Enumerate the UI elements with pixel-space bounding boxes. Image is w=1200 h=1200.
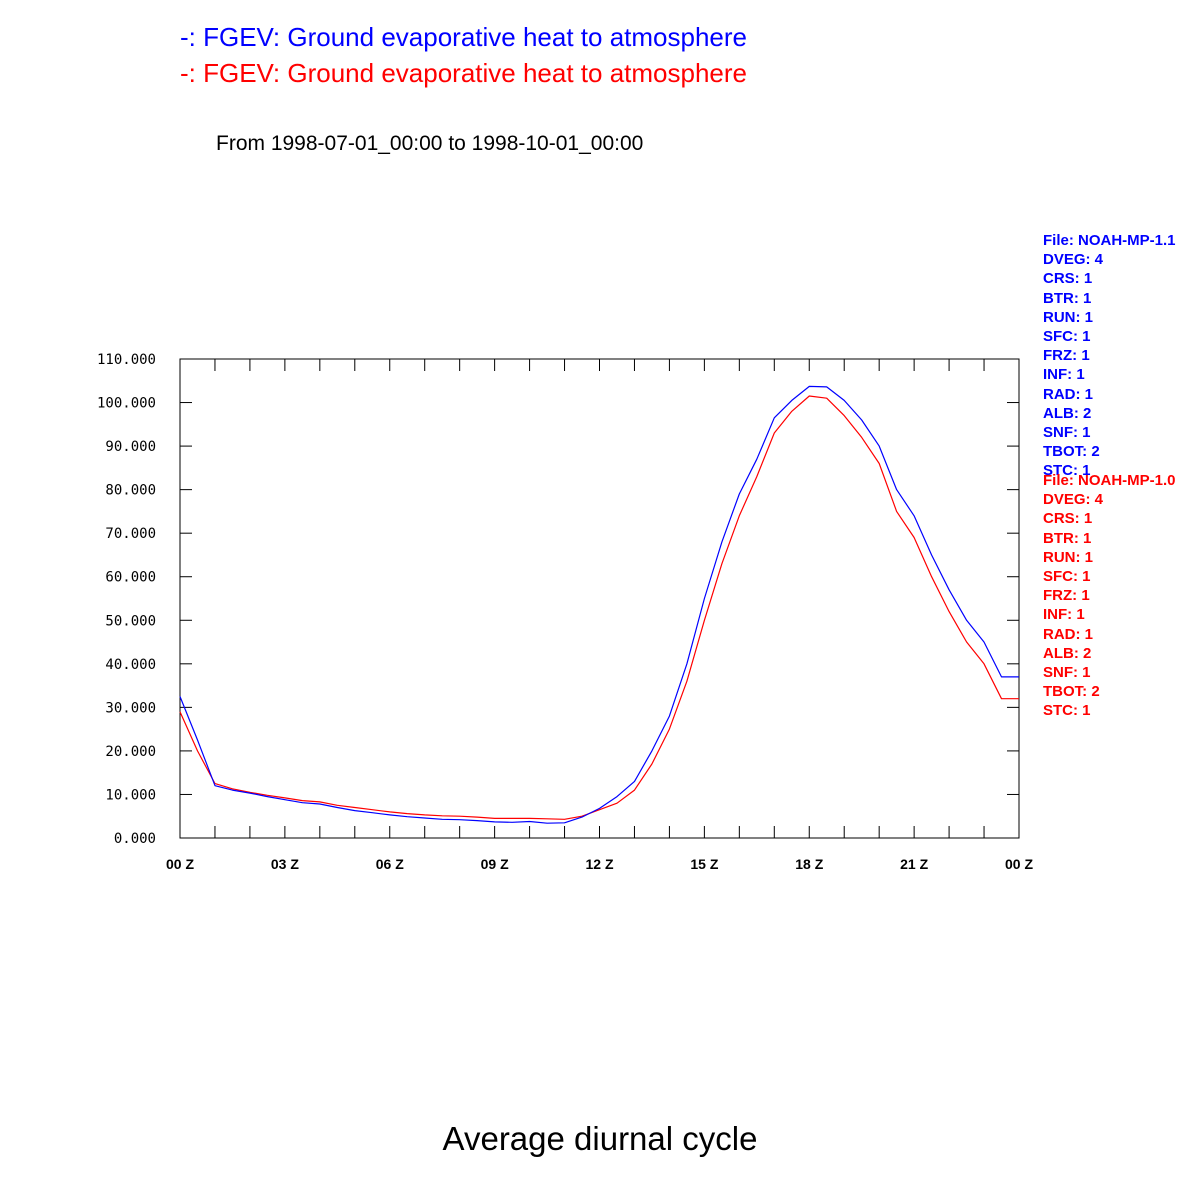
metadata-line: INF: 1 (1043, 366, 1085, 384)
y-tick-label: 80.000 (105, 483, 156, 499)
x-axis-labels: 00 Z 03 Z 06 Z 09 Z 12 Z 15 Z 18 Z 21 Z 00 Z (166, 856, 1033, 872)
metadata-line: RUN: 1 (1043, 548, 1094, 566)
metadata-blue: File: NOAH-MP-1.1 DVEG: 4 CRS: 1 BTR: 1 RUN:… (1043, 231, 1176, 481)
y-tick-label: 70.000 (105, 526, 156, 542)
x-tick-label: 06 Z (376, 856, 404, 872)
metadata-line: DVEG: 4 (1043, 251, 1104, 269)
series-line-blue (179, 385, 1019, 824)
y-tick-label: 40.000 (105, 657, 156, 673)
metadata-red: File: NOAH-MP-1.0 DVEG: 4 CRS: 1 BTR: 1 RUN:… (1043, 471, 1176, 721)
y-tick-label: 0.000 (114, 831, 156, 847)
y-tick-label: 90.000 (105, 439, 156, 455)
metadata-line: STC: 1 (1043, 702, 1091, 720)
title-line-red: -: FGEV: Ground evaporative heat to atmo… (180, 58, 747, 88)
metadata-line: TBOT: 2 (1043, 443, 1100, 461)
metadata-line: SFC: 1 (1043, 328, 1091, 346)
y-tick-label: 10.000 (105, 787, 156, 803)
metadata-line: DVEG: 4 (1043, 491, 1104, 509)
metadata-line: SFC: 1 (1043, 568, 1091, 586)
metadata-line: RAD: 1 (1043, 385, 1094, 403)
series-line-red (179, 395, 1019, 820)
metadata-line: SNF: 1 (1043, 664, 1091, 682)
x-tick-label: 09 Z (481, 856, 509, 872)
metadata-line: RUN: 1 (1043, 308, 1094, 326)
metadata-line: STC: 1 (1043, 462, 1091, 480)
y-tick-label: 20.000 (105, 744, 156, 760)
y-tick-label: 30.000 (105, 700, 156, 716)
y-tick-label: 100.000 (97, 396, 156, 412)
x-tick-label: 21 Z (900, 856, 928, 872)
series-layer (179, 385, 1019, 824)
metadata-line: FRZ: 1 (1043, 587, 1090, 605)
y-tick-label: 50.000 (105, 613, 156, 629)
y-tick-label: 110.000 (97, 352, 156, 368)
metadata-line: FRZ: 1 (1043, 347, 1090, 365)
metadata-line: BTR: 1 (1043, 529, 1092, 547)
metadata-line: TBOT: 2 (1043, 683, 1100, 701)
metadata-line: File: NOAH-MP-1.1 (1043, 232, 1176, 249)
x-tick-label: 00 Z (166, 856, 194, 872)
plot-frame (179, 358, 1020, 839)
metadata-line: CRS: 1 (1043, 510, 1093, 528)
y-axis-labels: 0.000 10.000 20.000 30.000 40.000 50.000 60.00… (97, 352, 156, 847)
metadata-line: RAD: 1 (1043, 625, 1094, 643)
axis-ticks (179, 358, 1020, 839)
metadata-line: CRS: 1 (1043, 270, 1093, 288)
title-line-blue: -: FGEV: Ground evaporative heat to atmo… (180, 22, 747, 52)
chart-title: Average diurnal cycle (442, 1120, 758, 1157)
date-range: From 1998-07-01_00:00 to 1998-10-01_00:0… (216, 132, 644, 155)
x-tick-label: 00 Z (1005, 856, 1033, 872)
x-tick-label: 03 Z (271, 856, 299, 872)
x-tick-label: 15 Z (690, 856, 718, 872)
metadata-line: File: NOAH-MP-1.0 (1043, 472, 1176, 489)
metadata-line: ALB: 2 (1043, 644, 1092, 662)
metadata-line: INF: 1 (1043, 606, 1085, 624)
metadata-line: SNF: 1 (1043, 424, 1091, 442)
x-tick-label: 18 Z (795, 856, 823, 872)
y-tick-label: 60.000 (105, 570, 156, 586)
metadata-line: ALB: 2 (1043, 404, 1092, 422)
x-tick-label: 12 Z (585, 856, 613, 872)
metadata-line: BTR: 1 (1043, 289, 1092, 307)
